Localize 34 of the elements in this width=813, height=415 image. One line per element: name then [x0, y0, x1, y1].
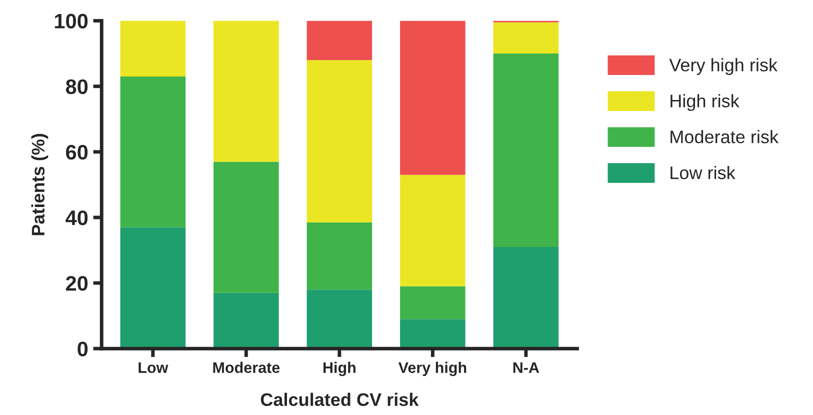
y-tick-label: 40	[66, 210, 88, 226]
y-tick-label: 60	[66, 144, 88, 160]
bar	[493, 246, 559, 349]
bar	[400, 319, 466, 349]
legend-label: Moderate risk	[670, 130, 779, 144]
bar	[214, 292, 279, 349]
bar	[493, 54, 559, 247]
bar	[400, 20, 466, 175]
bar	[493, 22, 559, 54]
bar	[306, 222, 372, 290]
x-tick-label: Very high	[398, 362, 466, 376]
x-axis-title: Calculated CV risk	[260, 392, 419, 406]
bar	[120, 20, 186, 76]
x-tick-label: N-A	[513, 362, 540, 373]
x-tick-label: Low	[138, 362, 168, 374]
y-tick-label: 20	[66, 276, 88, 291]
bar	[400, 286, 466, 320]
bar	[120, 76, 186, 228]
bar	[214, 20, 279, 162]
legend-label: High risk	[670, 94, 740, 111]
y-tick-label: 100	[54, 14, 88, 29]
bar	[120, 227, 186, 349]
bar	[306, 60, 372, 222]
y-tick-label: 0	[78, 342, 88, 356]
x-tick-label: Moderate	[213, 362, 280, 374]
bar	[214, 162, 279, 293]
bar	[306, 290, 372, 349]
legend-label: Low risk	[670, 166, 736, 180]
legend-label: Very high risk	[669, 58, 778, 76]
y-tick-label: 80	[66, 79, 88, 94]
bar	[306, 20, 372, 60]
bar	[400, 174, 466, 286]
y-axis-title: Patients (%)	[31, 134, 48, 236]
x-tick-label: High	[323, 362, 356, 376]
